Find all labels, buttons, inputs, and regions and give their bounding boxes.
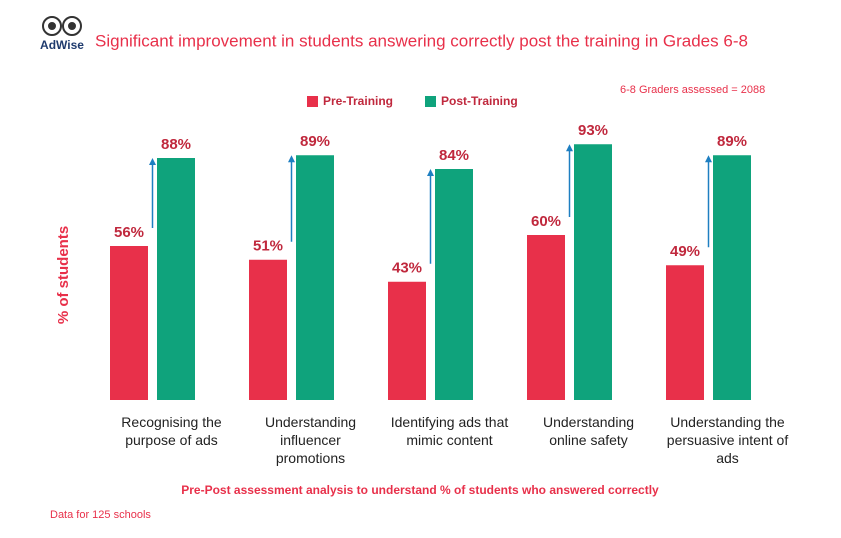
logo-icon — [42, 16, 82, 36]
x-axis-label: Pre-Post assessment analysis to understa… — [181, 483, 659, 497]
x-tick-label: Understanding influencer promotions — [264, 414, 357, 466]
arrow-head — [149, 158, 156, 165]
bar — [713, 155, 751, 400]
arrow-head — [566, 144, 573, 152]
legend-label: Post-Training — [441, 94, 518, 108]
legend-label: Pre-Training — [323, 94, 393, 108]
value-label: 56% — [114, 224, 144, 241]
bar — [435, 169, 473, 400]
arrow-head — [705, 155, 712, 163]
value-label: 60% — [531, 213, 561, 230]
y-axis-label: % of students — [55, 226, 72, 324]
bar — [157, 158, 195, 400]
bar — [249, 259, 287, 400]
x-tick-label: Recognising the purpose of ads — [121, 414, 222, 448]
bar — [388, 281, 426, 400]
value-label: 49% — [670, 243, 700, 260]
value-label: 43% — [392, 260, 422, 277]
arrow-head — [288, 155, 295, 163]
bar — [527, 235, 565, 400]
value-label: 89% — [300, 133, 330, 150]
bar — [296, 155, 334, 400]
value-label: 89% — [717, 133, 747, 150]
bar — [110, 246, 148, 400]
x-tick-label: Understanding online safety — [542, 414, 635, 448]
logo-text: AdWise — [40, 38, 84, 52]
value-label: 88% — [161, 136, 191, 153]
legend-swatch — [307, 96, 318, 107]
value-label: 84% — [439, 147, 469, 164]
arrow-head — [427, 169, 434, 176]
bar — [666, 265, 704, 400]
legend-swatch — [425, 96, 436, 107]
x-tick-label: Understanding the persuasive intent of a… — [666, 414, 789, 466]
chart-title: Significant improvement in students answ… — [95, 31, 748, 50]
value-label: 93% — [578, 122, 608, 139]
footnote: Data for 125 schools — [50, 509, 151, 521]
annotation: 6-8 Graders assessed = 2088 — [620, 84, 765, 96]
x-tick-label: Identifying ads that mimic content — [390, 414, 509, 448]
bar — [574, 144, 612, 400]
value-label: 51% — [253, 238, 283, 255]
